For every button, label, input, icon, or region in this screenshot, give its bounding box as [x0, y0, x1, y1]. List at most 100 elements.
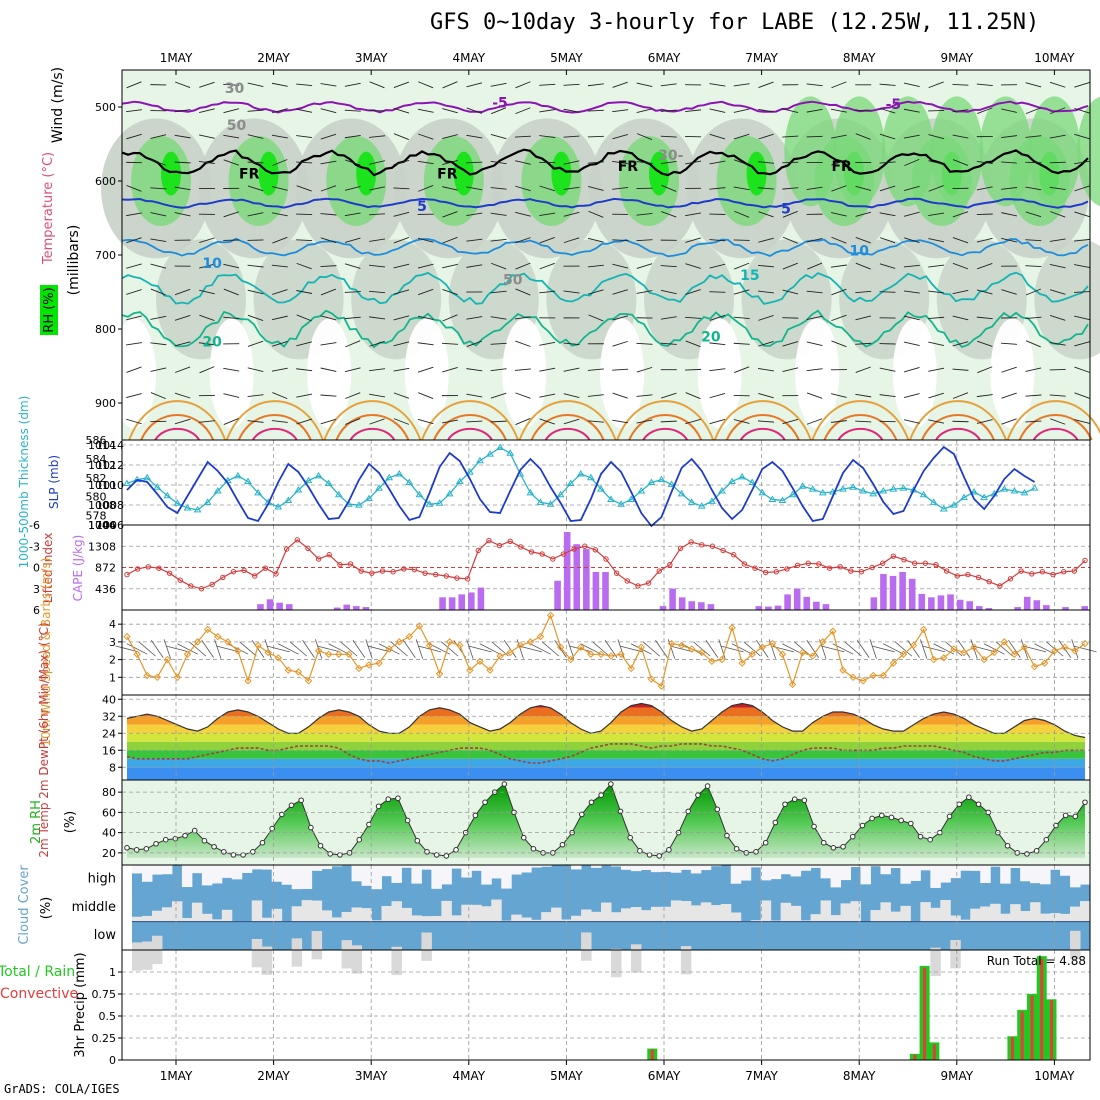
wind-barb	[660, 289, 677, 295]
wind-barb	[393, 392, 410, 399]
temperature-contour	[121, 148, 1089, 177]
lifted-index-point	[592, 547, 599, 553]
cloud-gap	[930, 947, 941, 976]
cape-bar	[956, 599, 964, 610]
tick-label: 578	[86, 510, 107, 523]
rh-point	[782, 801, 788, 808]
wind-barb	[952, 159, 969, 166]
precip-convective-bar	[650, 1049, 654, 1060]
rh-dry	[404, 318, 449, 429]
warm-contour	[237, 414, 312, 441]
wind-barb	[126, 185, 142, 192]
wind-barb	[758, 368, 774, 372]
wind-barb	[903, 108, 920, 113]
thickness-point	[869, 489, 878, 497]
wind-barb	[733, 289, 750, 295]
tick-label: 1008	[96, 499, 124, 512]
thickness-point	[677, 489, 686, 497]
day-label-bottom: 2MAY	[257, 1069, 290, 1083]
rh-point	[433, 852, 440, 858]
wind-barb	[223, 108, 240, 114]
thickness-point	[385, 473, 394, 481]
wind-speed-point	[819, 638, 827, 646]
wind-barb	[806, 315, 823, 321]
thickness-point	[455, 477, 464, 485]
wind-barb	[328, 643, 350, 655]
wind-barb	[928, 238, 945, 243]
wind-speed-point	[1061, 643, 1069, 651]
wind-barb	[272, 289, 288, 295]
wind-barb	[150, 212, 167, 217]
rh-point	[714, 806, 721, 813]
credit-text: GrADS: COLA/IGES	[4, 1082, 120, 1096]
rh-point	[143, 846, 150, 852]
wind-barb	[539, 341, 556, 346]
warm-contour	[935, 427, 981, 441]
wind10-axis-label: 10m Wind Speed & Barbs (m/s)	[39, 558, 53, 747]
lifted-index-point	[241, 567, 247, 574]
wind-barb	[466, 107, 482, 114]
cloud-gap	[411, 915, 422, 922]
cloud-gap	[890, 911, 901, 922]
contour-label: -5	[492, 96, 508, 112]
rh-point	[356, 836, 363, 843]
wind-barb	[806, 341, 823, 347]
rh-shade	[258, 151, 279, 196]
cape-bar	[468, 592, 475, 610]
cloud-gap	[251, 865, 263, 870]
cloud-gap	[321, 910, 333, 922]
wind-barb	[831, 81, 847, 89]
wind-barb	[320, 315, 337, 321]
wind-barb	[174, 366, 191, 373]
wind-speed-point	[324, 650, 333, 658]
rh-point	[627, 834, 633, 841]
lifted-index-point	[762, 569, 769, 576]
lifted-index-point	[475, 547, 481, 554]
wind-barb	[296, 314, 312, 322]
tick-label: 1744	[88, 519, 116, 532]
rh-point	[830, 844, 837, 851]
wind-speed-point	[1051, 647, 1059, 655]
wind-barb	[345, 418, 361, 425]
wind-barb	[882, 643, 904, 655]
wind-barb	[952, 134, 969, 139]
cape-bar	[889, 575, 897, 610]
wind-barb	[165, 645, 189, 653]
wind-barb	[490, 368, 507, 372]
wind-barb	[1001, 108, 1017, 113]
wind-barb	[733, 419, 750, 424]
cloud-gap	[611, 912, 622, 922]
rh-legend: RH (%)	[42, 287, 57, 332]
wind-barb	[138, 641, 156, 657]
wind-barb	[855, 109, 872, 112]
wind-barb	[490, 238, 507, 242]
wind-speed-point	[889, 659, 898, 667]
wind-barb	[418, 185, 434, 192]
wind-barb	[1074, 419, 1090, 424]
cloud-gap	[371, 865, 382, 890]
wind-barb	[879, 394, 896, 398]
wind-barb	[758, 211, 774, 218]
wind-barb	[588, 210, 604, 218]
wind-barb	[539, 237, 555, 244]
lifted-index-point	[166, 570, 173, 576]
wind-barb	[518, 645, 542, 653]
wind-speed-point	[718, 655, 726, 664]
wind-barb	[369, 160, 385, 165]
thickness-point	[879, 487, 888, 494]
wind-barb	[782, 367, 799, 372]
wind-speed-point	[556, 643, 565, 651]
wind-barb	[530, 643, 551, 655]
wind-barb	[515, 81, 531, 89]
wind-barb	[223, 367, 240, 372]
cloud-gap	[521, 865, 532, 873]
day-label-bottom: 4MAY	[452, 1069, 485, 1083]
thickness-point	[213, 487, 222, 494]
wind-speed-point	[385, 645, 393, 653]
warm-contour	[225, 400, 324, 441]
wind-barb	[636, 239, 653, 242]
cloud-gap	[690, 905, 702, 922]
wind-barb	[660, 109, 677, 112]
wind-speed-point	[909, 641, 918, 650]
tick-label: 20	[102, 847, 116, 860]
